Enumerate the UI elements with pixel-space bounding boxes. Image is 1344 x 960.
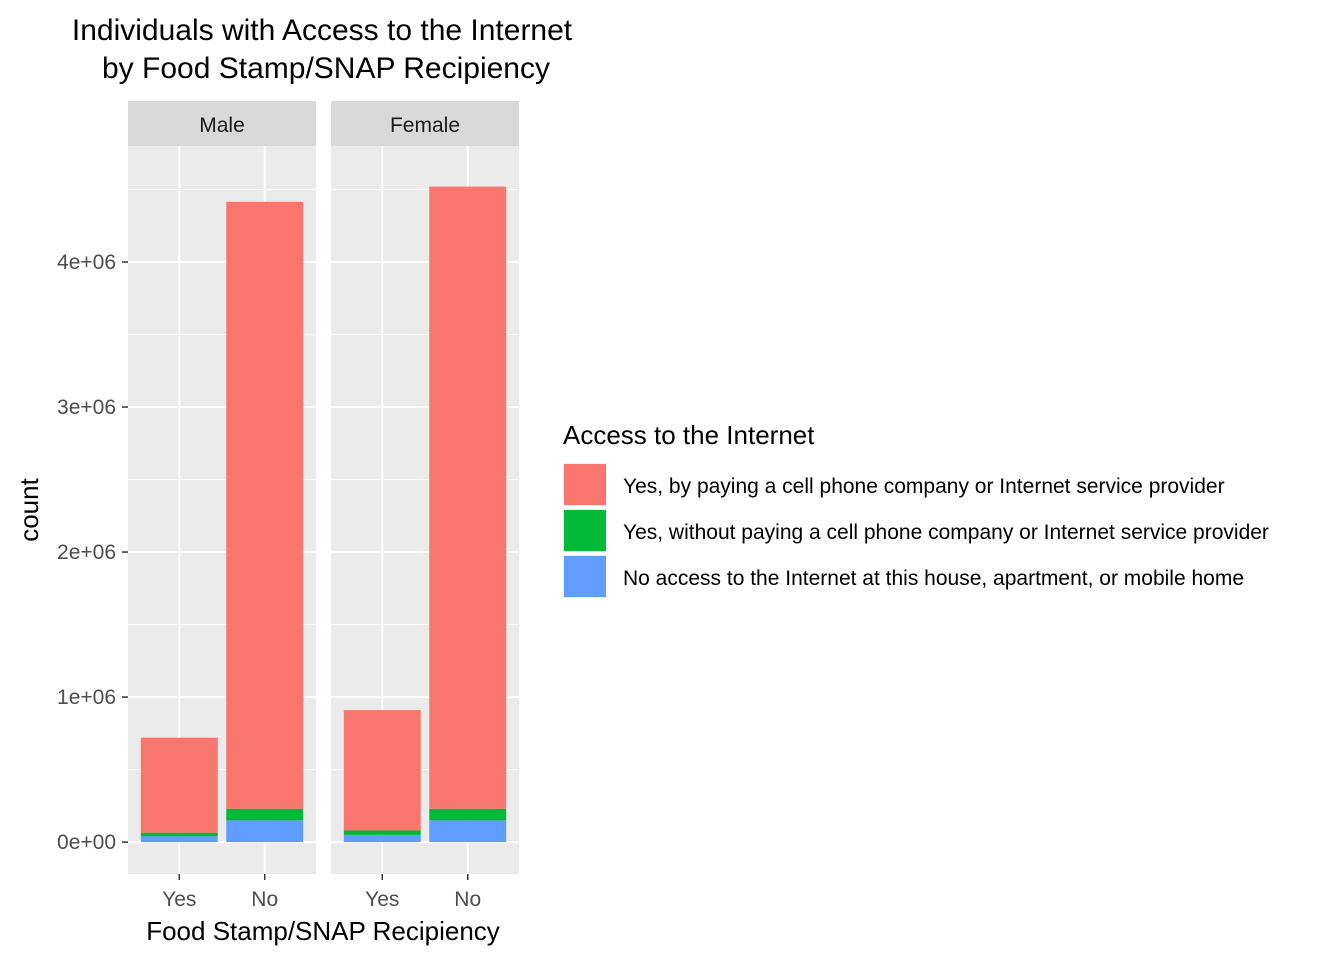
legend-label: Yes, without paying a cell phone company…: [623, 521, 1269, 544]
facet-strip-label: Female: [390, 114, 460, 137]
facet-panel-male: Male Yes No: [128, 101, 316, 911]
legend-title: Access to the Internet: [563, 420, 815, 450]
bar-segment: [226, 201, 304, 809]
bar-segment: [226, 808, 304, 821]
legend-item: No access to the Internet at this house,…: [563, 555, 1244, 598]
bar-segment: [343, 710, 421, 831]
x-tick-label: Yes: [365, 888, 399, 911]
bar-segment: [140, 832, 218, 837]
bar-segment: [429, 186, 507, 809]
bar-segment: [343, 834, 421, 843]
x-tick-label: Yes: [162, 888, 196, 911]
legend: Access to the Internet Yes, by paying a …: [563, 420, 1269, 598]
legend-key: [564, 510, 606, 551]
bar-segment: [226, 820, 304, 843]
legend-label: No access to the Internet at this house,…: [623, 567, 1244, 590]
bar-segment: [429, 808, 507, 821]
y-tick-label: 4e+06: [57, 251, 116, 274]
legend-key: [564, 464, 606, 505]
y-axis: 0e+00 1e+06 2e+06 3e+06 4e+06: [57, 251, 128, 854]
x-axis-title: Food Stamp/SNAP Recipiency: [146, 916, 500, 946]
chart-title-line-2: by Food Stamp/SNAP Recipiency: [102, 52, 550, 85]
y-tick-label: 2e+06: [57, 541, 116, 564]
facet-strip-label: Male: [199, 114, 245, 137]
legend-item: Yes, without paying a cell phone company…: [563, 509, 1269, 552]
y-tick-label: 3e+06: [57, 396, 116, 419]
bar-segment: [343, 830, 421, 835]
x-tick-label: No: [251, 888, 278, 911]
facet-panels: Male Yes No Female Yes No: [128, 101, 519, 911]
y-tick-label: 1e+06: [57, 686, 116, 709]
bar-segment: [140, 737, 218, 833]
chart-title: Individuals with Access to the Internet …: [72, 14, 573, 85]
y-axis-title: count: [14, 477, 44, 541]
chart-title-line-1: Individuals with Access to the Internet: [72, 14, 573, 47]
legend-item: Yes, by paying a cell phone company or I…: [563, 463, 1225, 506]
facet-strip: [128, 101, 316, 146]
x-tick-label: No: [454, 888, 481, 911]
bar-segment: [429, 820, 507, 843]
facet-panel-female: Female Yes No: [331, 101, 519, 911]
legend-key: [564, 556, 606, 597]
y-tick-label: 0e+00: [57, 831, 116, 854]
bar-segment: [140, 836, 218, 843]
facet-strip: [331, 101, 519, 146]
legend-label: Yes, by paying a cell phone company or I…: [623, 475, 1225, 498]
